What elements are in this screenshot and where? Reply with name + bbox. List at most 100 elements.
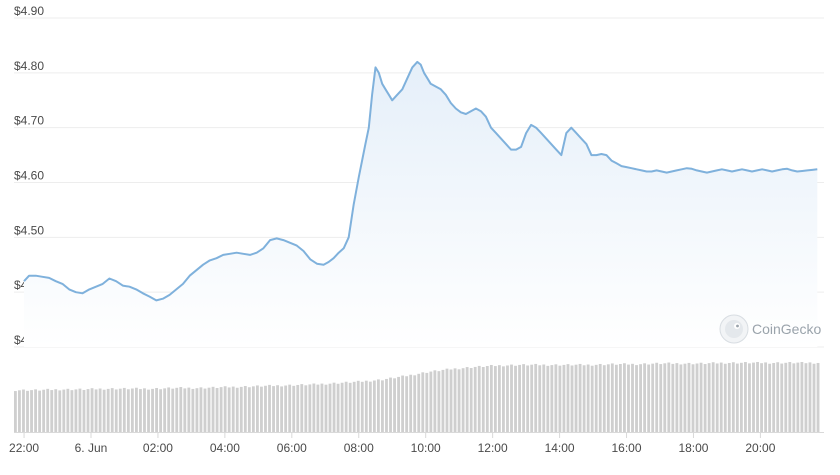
volume-bar [126,389,130,432]
volume-bar [663,363,667,432]
volume-bar [425,372,429,432]
volume-bar [731,362,735,432]
volume-bar [393,378,396,432]
volume-bar [231,386,235,432]
volume-bar [659,364,663,432]
volume-bar [348,382,352,432]
volume-bar [118,388,122,432]
volume-bar [82,389,86,432]
volume-bar [627,364,630,432]
volume-bar [183,388,187,432]
volume-bar [38,390,42,432]
volume-bar [159,389,163,432]
volume-bar [546,365,550,432]
x-tick-label: 16:00 [612,441,642,455]
volume-bar [538,365,542,432]
volume-bar [614,364,618,432]
volume-bar [744,362,747,432]
volume-bar [227,387,231,432]
volume-bar [526,365,530,432]
volume-bar [453,368,457,432]
watermark-label: CoinGecko [752,321,821,337]
volume-bar [691,364,695,432]
volume-bar [780,363,784,432]
volume-bar [122,387,126,432]
volume-bar [554,364,558,432]
volume-bar [510,364,513,432]
volume-bar [727,362,731,432]
volume-bar [336,383,340,432]
volume-bar [784,362,788,432]
volume-bar [191,388,195,432]
volume-bar [332,382,336,432]
volume-bar [473,366,477,432]
volume-bar [772,362,776,432]
volume-bar [643,363,647,432]
volume-bar [477,365,481,432]
volume-bar [316,384,320,432]
volume-bar [651,363,655,432]
volume-bar [465,367,469,432]
volume-bar [409,374,413,432]
volume-bar [62,389,66,432]
x-axis-ticks: 22:00 6. Jun 02:00 04:00 06:00 08:00 10:00 12:0… [9,432,824,455]
volume-bar [130,388,134,432]
price-line-group [23,60,818,302]
x-tick-label: 08:00 [344,441,374,455]
volume-bar [260,386,263,432]
volume-bar [578,363,582,432]
x-tick-label: 14:00 [545,441,575,455]
volume-bar [324,384,328,432]
volume-bar [606,364,610,432]
volume-bar [207,387,211,432]
volume-bar [381,380,384,432]
volume-bar [760,363,763,432]
volume-bar [155,388,158,432]
volume-bar [421,372,425,432]
volume-bar [50,390,54,432]
volume-bar [699,362,703,432]
volume-bar [147,389,150,432]
volume-bars [14,362,820,432]
volume-bar [497,365,501,432]
volume-bar [46,388,50,432]
volume-bar [675,363,679,432]
volume-bar [304,385,308,432]
volume-bar [223,386,227,432]
volume-bar [788,362,792,432]
volume-bar [635,365,638,432]
volume-bar [280,386,284,432]
volume-bar [542,364,546,432]
volume-bar [143,388,146,432]
volume-bar [437,371,441,432]
volume-bar [300,384,304,432]
volume-bar [481,367,485,432]
volume-bar [235,387,239,432]
volume-bar [364,380,368,432]
volume-bar [457,369,461,432]
volume-bar [360,381,364,432]
price-area-fill [24,61,818,348]
x-tick-label: 06:00 [277,441,307,455]
volume-bar [268,384,271,432]
volume-bar [114,389,118,432]
volume-bar [288,384,292,432]
volume-bar [243,386,247,432]
volume-bar [94,389,98,432]
volume-bar [211,386,215,432]
x-tick-label: 02:00 [143,441,173,455]
volume-bar [792,363,796,432]
volume-bar [655,362,659,432]
volume-bar [179,387,183,432]
volume-bar [723,363,727,432]
volume-bar [376,379,380,432]
volume-bar [397,376,400,432]
volume-bar [687,362,691,432]
volume-bar [610,363,614,432]
volume-bar [623,363,626,432]
volume-bar [106,388,110,432]
volume-bar [405,376,409,432]
volume-bar [276,385,279,432]
volume-bar [570,365,574,432]
volume-bar [215,388,219,432]
